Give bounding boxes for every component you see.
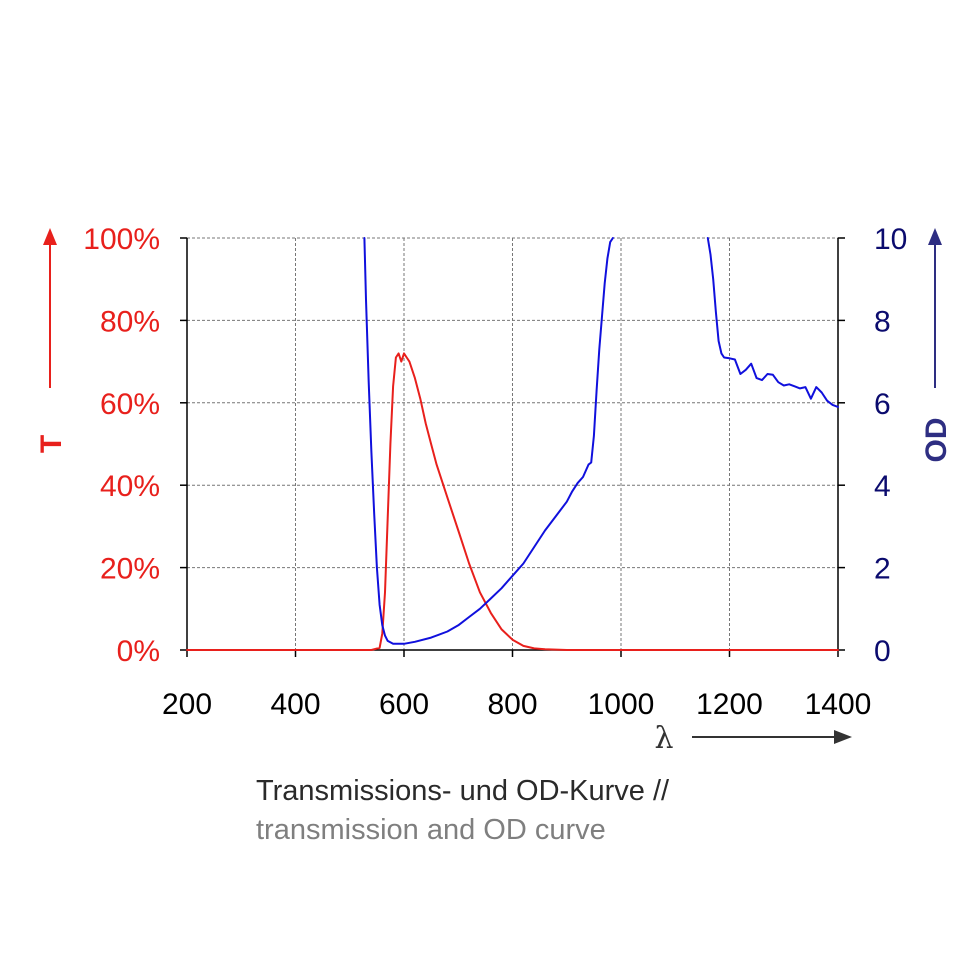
- y-left-tick-label: 60%: [100, 388, 160, 421]
- x-tick-label: 1400: [805, 688, 872, 721]
- left-arrow-head: [43, 228, 57, 245]
- y-left-tick-label: 100%: [83, 223, 160, 256]
- y-right-tick-label: 2: [874, 553, 891, 586]
- x-tick-label: 400: [270, 688, 320, 721]
- x-axis-label: λ: [654, 721, 673, 756]
- y-left-tick-label: 0%: [117, 635, 160, 668]
- od-curve-right-segment: [706, 237, 839, 408]
- y-left-tick-label: 20%: [100, 553, 160, 586]
- grid: [187, 237, 839, 650]
- x-tick-label: 200: [162, 688, 212, 721]
- y-left-tick-label: 80%: [100, 305, 160, 338]
- y-left-axis-label: T: [35, 435, 68, 453]
- x-tick-label: 600: [379, 688, 429, 721]
- y-right-tick-label: 6: [874, 388, 891, 421]
- x-arrow-head: [834, 730, 852, 744]
- axis-tick-labels: 0% 20% 40% 60% 80% 100% 0 2 4 6 8 10 200 400 600 800 100…: [35, 223, 953, 756]
- transmission-curve: [186, 352, 839, 651]
- axes: [180, 237, 845, 657]
- caption-english: transmission and OD curve: [256, 814, 606, 846]
- right-arrow-head: [928, 228, 942, 245]
- caption-german: Transmissions- und OD-Kurve //: [256, 775, 670, 807]
- y-right-tick-label: 4: [874, 470, 891, 503]
- y-left-tick-label: 40%: [100, 470, 160, 503]
- od-curve-left-segment: [363, 237, 614, 645]
- y-right-tick-label: 8: [874, 305, 891, 338]
- y-right-tick-label: 0: [874, 635, 891, 668]
- x-tick-label: 800: [487, 688, 537, 721]
- y-right-axis-label: OD: [920, 418, 953, 463]
- y-right-tick-label: 10: [874, 223, 907, 256]
- x-tick-label: 1200: [696, 688, 763, 721]
- x-tick-label: 1000: [588, 688, 655, 721]
- series: [186, 237, 839, 651]
- axis-arrows: [43, 228, 942, 744]
